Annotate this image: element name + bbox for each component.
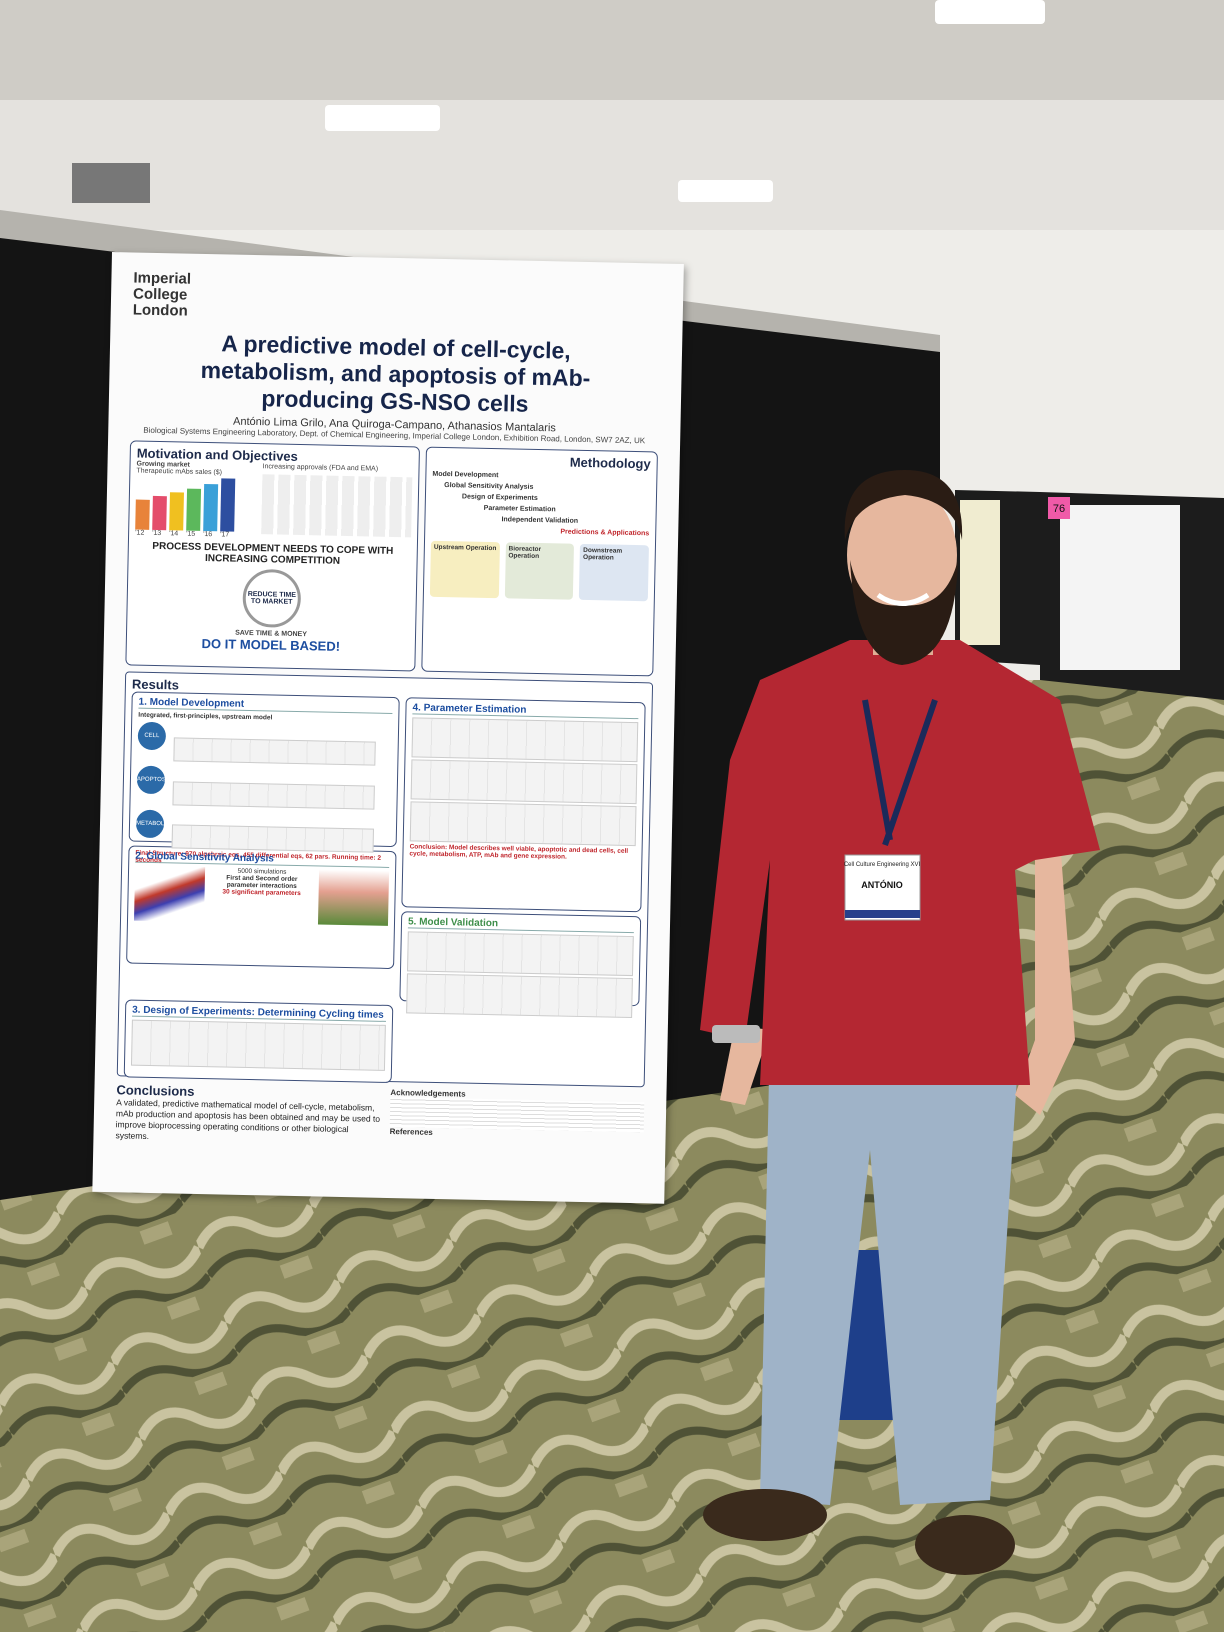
board-number-tag <box>1048 497 1070 519</box>
shoe <box>703 1489 827 1541</box>
badge <box>844 854 921 921</box>
ceiling-light <box>935 0 1045 24</box>
badge-event: Cell Culture Engineering XVI <box>844 862 921 868</box>
vent <box>72 163 150 203</box>
badge-name: ANTÓNIO <box>861 879 903 890</box>
board-number: 76 <box>1053 503 1065 515</box>
shoe <box>915 1515 1015 1575</box>
hair <box>844 470 963 540</box>
jeans <box>760 1030 1020 1505</box>
beard <box>850 560 958 665</box>
ceiling-light <box>678 180 773 202</box>
arm <box>1015 840 1075 1115</box>
far-poster <box>960 500 1000 645</box>
ceiling-light <box>325 105 440 131</box>
lanyard <box>862 699 938 846</box>
far-poster <box>1060 505 1180 670</box>
arm <box>720 1025 770 1105</box>
smile <box>876 592 930 606</box>
badge-stripe <box>845 910 920 918</box>
face <box>847 485 957 625</box>
watch <box>712 1025 760 1043</box>
